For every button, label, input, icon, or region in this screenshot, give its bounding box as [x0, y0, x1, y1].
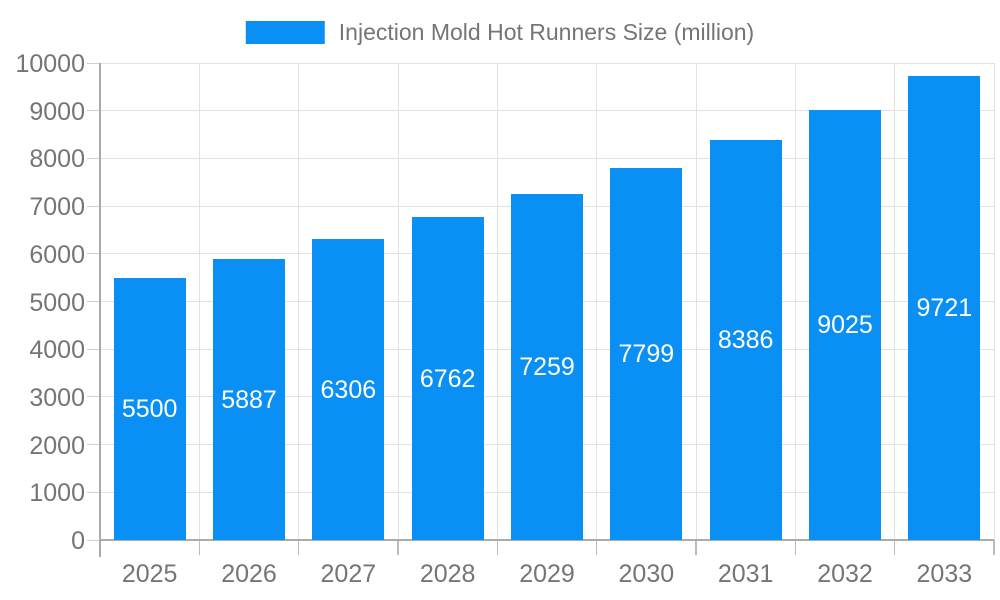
legend-swatch: [245, 20, 325, 44]
bar-value-label: 9721: [916, 294, 973, 323]
x-tick-label: 2032: [817, 560, 873, 588]
bar-value-label: 7259: [519, 352, 575, 381]
x-axis-tick: [993, 540, 995, 555]
y-tick-label: 10000: [15, 50, 85, 78]
legend: Injection Mold Hot Runners Size (million…: [245, 16, 755, 48]
y-axis-tick: [87, 444, 100, 446]
y-tick-label: 7000: [29, 193, 85, 222]
y-axis-tick: [87, 301, 100, 302]
x-axis-tick: [595, 540, 598, 555]
vertical-gridline: [298, 63, 300, 540]
bar[interactable]: [113, 277, 186, 540]
x-axis-tick: [794, 540, 797, 555]
bar-value-label: 6306: [320, 375, 377, 404]
y-axis-tick: [87, 110, 100, 112]
y-axis-tick: [87, 157, 100, 159]
x-axis-tick: [695, 540, 697, 555]
horizontal-gridline: [100, 157, 994, 159]
y-tick-label: 4000: [29, 336, 85, 365]
bar-value-label: 6762: [419, 364, 476, 393]
x-tick-label: 2033: [916, 560, 973, 588]
vertical-gridline: [496, 63, 498, 540]
y-axis-tick: [87, 62, 100, 64]
x-tick-label: 2027: [320, 560, 377, 588]
y-tick-label: 6000: [29, 240, 85, 269]
bar[interactable]: [908, 76, 981, 540]
y-axis-tick: [87, 396, 100, 398]
y-axis-tick: [87, 253, 100, 255]
bar[interactable]: [709, 139, 782, 540]
bar[interactable]: [213, 259, 285, 540]
y-axis-line: [99, 63, 101, 557]
bar[interactable]: [809, 109, 881, 540]
bar[interactable]: [312, 239, 385, 540]
bar-value-label: 7799: [618, 339, 675, 368]
bar-value-label: 5500: [121, 394, 178, 423]
y-tick-label: 5000: [29, 288, 85, 317]
vertical-gridline: [695, 63, 697, 540]
y-axis-tick: [87, 539, 100, 541]
y-tick-label: 8000: [29, 145, 85, 174]
y-tick-label: 3000: [29, 383, 85, 412]
legend-label: Injection Mold Hot Runners Size (million…: [338, 19, 755, 45]
x-axis-tick: [496, 540, 499, 555]
x-axis-tick: [893, 540, 896, 555]
y-tick-label: 0: [71, 527, 85, 555]
bar[interactable]: [411, 217, 484, 540]
vertical-gridline: [794, 63, 796, 540]
bar-value-label: 9025: [817, 310, 873, 339]
x-tick-label: 2030: [618, 560, 675, 588]
horizontal-gridline: [100, 62, 994, 64]
x-tick-label: 2031: [717, 560, 774, 588]
bar[interactable]: [610, 167, 683, 540]
bar-value-label: 8386: [717, 325, 774, 354]
bar[interactable]: [511, 193, 583, 540]
x-tick-label: 2026: [221, 560, 277, 588]
y-tick-label: 2000: [29, 431, 85, 460]
vertical-gridline: [198, 63, 200, 540]
y-axis-tick: [87, 348, 100, 350]
x-tick-label: 2028: [419, 560, 476, 588]
y-axis-tick: [87, 491, 100, 493]
vertical-gridline: [993, 63, 995, 540]
x-tick-label: 2025: [121, 560, 178, 588]
x-tick-label: 2029: [519, 560, 575, 588]
x-axis-tick: [297, 540, 300, 555]
x-axis-line: [100, 539, 994, 541]
vertical-gridline: [397, 63, 399, 540]
x-axis-tick: [397, 540, 399, 555]
y-tick-label: 1000: [29, 479, 85, 508]
y-axis-tick: [87, 205, 100, 207]
vertical-gridline: [596, 63, 598, 540]
x-axis-tick: [198, 540, 201, 555]
y-tick-label: 9000: [29, 97, 85, 126]
bar-value-label: 5887: [221, 385, 277, 414]
horizontal-gridline: [100, 110, 994, 112]
vertical-gridline: [894, 63, 896, 540]
